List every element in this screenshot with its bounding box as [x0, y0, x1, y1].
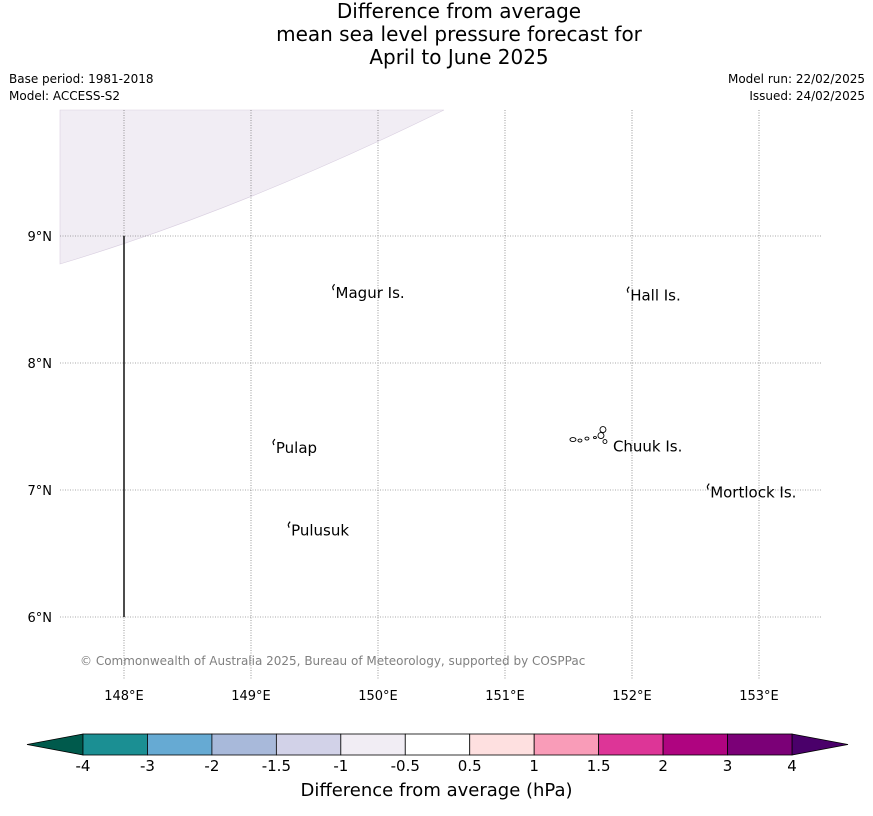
- colorbar-swatch: [662, 733, 728, 756]
- colorbar-swatch: [404, 733, 471, 756]
- chart-title: Difference from average mean sea level p…: [0, 0, 873, 69]
- lat-tick-label: 8°N: [28, 357, 53, 372]
- place-marker: Pulusuk: [287, 521, 349, 540]
- colorbar-tick-label: 0.5: [458, 757, 482, 775]
- copyright-notice: © Commonwealth of Australia 2025, Bureau…: [80, 654, 585, 668]
- island-outline: [602, 439, 608, 444]
- colorbar-tick-label: 1: [529, 757, 539, 775]
- colorbar-tick-label: 2: [658, 757, 668, 775]
- colorbar-tick-label: 3: [723, 757, 733, 775]
- island-outline: [597, 432, 605, 439]
- colorbar-swatch: [211, 733, 277, 756]
- island-outline: [331, 283, 336, 291]
- island-outline: [584, 436, 590, 441]
- island-outline: [577, 438, 583, 443]
- colorbar-swatch: [275, 733, 342, 756]
- island-outline: [626, 286, 630, 293]
- shaded-anomaly-region: [59, 109, 445, 265]
- island-outline: [599, 426, 607, 433]
- colorbar-tick-label: -1.5: [262, 757, 291, 775]
- colorbar-swatch: [598, 733, 664, 756]
- colorbar-swatch: [82, 733, 148, 756]
- model-name: Model: ACCESS-S2: [9, 89, 121, 103]
- lon-tick-label: 152°E: [612, 689, 652, 704]
- place-marker: Magur Is.: [331, 283, 405, 302]
- colorbar-tick-label: -1: [333, 757, 348, 775]
- place-label: Chuuk Is.: [613, 438, 682, 456]
- lon-tick-label: 153°E: [739, 689, 779, 704]
- colorbar: -4 -3 -2 -1.5 -1 -0.5 0.5 1 1.5 2 3 4: [26, 733, 849, 775]
- island-outline: [569, 437, 577, 442]
- colorbar-tick-label: -3: [140, 757, 155, 775]
- island-outline: [272, 438, 276, 446]
- lat-tick-label: 6°N: [28, 611, 53, 626]
- base-period: Base period: 1981-2018: [9, 72, 154, 86]
- island-outline: [593, 436, 597, 439]
- lon-tick-label: 148°E: [104, 689, 144, 704]
- colorbar-tick-label: -0.5: [391, 757, 420, 775]
- colorbar-tick-label: -4: [76, 757, 91, 775]
- colorbar-extend-low: [26, 733, 84, 756]
- lon-tick-label: 149°E: [231, 689, 271, 704]
- lat-tick-label: 7°N: [28, 484, 53, 499]
- place-marker: Mortlock Is.: [706, 483, 796, 502]
- place-label: Mortlock Is.: [710, 484, 796, 502]
- lat-tick-label: 9°N: [28, 230, 53, 245]
- colorbar-swatch: [727, 733, 793, 756]
- lon-tick-label: 150°E: [358, 689, 398, 704]
- place-label: Pulusuk: [291, 522, 349, 540]
- place-label: Hall Is.: [630, 287, 681, 305]
- title-line-2: mean sea level pressure forecast for: [276, 22, 642, 46]
- colorbar-tick-label: -2: [204, 757, 219, 775]
- issued-date: Issued: 24/02/2025: [749, 89, 865, 103]
- island-outline: [287, 521, 291, 528]
- lon-tick-label: 151°E: [485, 689, 525, 704]
- title-line-1: Difference from average: [336, 0, 582, 23]
- place-marker: Chuuk Is.: [569, 426, 682, 456]
- title-line-3: April to June 2025: [369, 45, 549, 69]
- model-run-date: Model run: 22/02/2025: [727, 72, 865, 86]
- place-label: Magur Is.: [336, 284, 405, 302]
- colorbar-swatch: [147, 733, 213, 756]
- map-area: 148°E 149°E 150°E 151°E 152°E 153°E 9°N 8°N 7°N 6…: [28, 109, 822, 704]
- place-marker: Pulap: [272, 438, 317, 457]
- colorbar-tick-label: 4: [787, 757, 797, 775]
- place-marker: Hall Is.: [626, 286, 681, 305]
- run-info: Model run: 22/02/2025 Issued: 24/02/2025: [728, 71, 865, 105]
- colorbar-label: Difference from average (hPa): [300, 780, 573, 801]
- place-label: Pulap: [276, 439, 317, 457]
- island-outline: [706, 483, 710, 490]
- colorbar-swatch: [469, 733, 535, 756]
- colorbar-swatch: [533, 733, 600, 756]
- colorbar-extend-high: [791, 733, 849, 756]
- model-info: Base period: 1981-2018 Model: ACCESS-S2: [9, 71, 154, 105]
- colorbar-swatch: [340, 733, 406, 756]
- colorbar-tick-label: 1.5: [587, 757, 611, 775]
